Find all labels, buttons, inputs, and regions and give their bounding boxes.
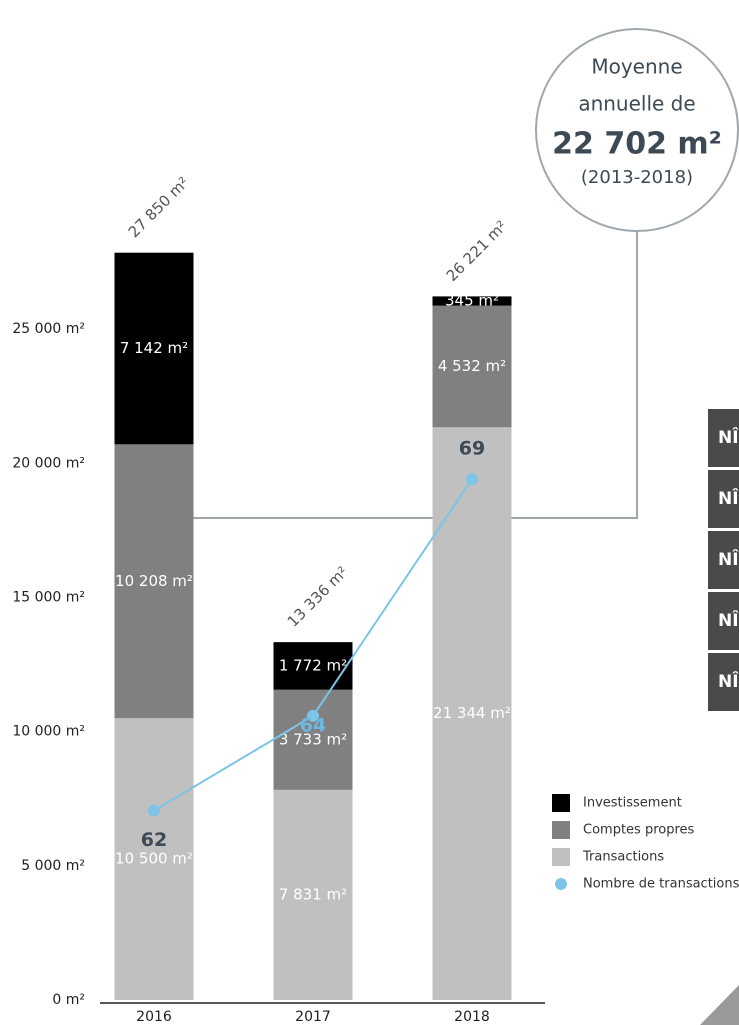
segment-label: 4 532 m² — [438, 357, 506, 375]
side-box — [708, 531, 739, 589]
average-connector — [115, 231, 638, 519]
line-point — [466, 473, 478, 486]
legend-swatch — [555, 878, 567, 890]
total-label: 27 850 m² — [125, 173, 193, 241]
bar-segment — [432, 296, 512, 306]
side-box — [708, 592, 739, 650]
segment-label: 21 344 m² — [433, 704, 511, 722]
average-period: (2013-2018) — [581, 167, 693, 188]
legend-swatch — [552, 848, 570, 866]
legend-swatch — [552, 794, 570, 812]
segment-label: 10 500 m² — [115, 850, 193, 868]
side-box — [708, 470, 739, 528]
average-value: 22 702 m² — [552, 127, 722, 162]
legend-label: Investissement — [583, 796, 682, 811]
segment-label: 3 733 m² — [279, 730, 347, 748]
bar-segment — [114, 252, 194, 445]
legend-swatch — [552, 821, 570, 839]
bar-segment — [432, 305, 512, 428]
bar-segment — [432, 427, 512, 1000]
point-label: 69 — [459, 438, 485, 460]
y-tick-label: 0 m² — [52, 992, 85, 1008]
segment-label: 1 772 m² — [279, 656, 347, 674]
decor-wedge — [700, 985, 739, 1025]
point-label: 64 — [300, 714, 326, 736]
segment-label: 345 m² — [445, 292, 499, 310]
line-point — [148, 804, 160, 817]
bar-segment — [114, 718, 194, 1000]
side-box-label: NÎ — [718, 426, 739, 448]
y-tick-label: 15 000 m² — [12, 590, 85, 606]
side-box-label: NÎ — [718, 548, 739, 570]
segment-label: 7 831 m² — [279, 885, 347, 903]
x-tick-label: 2016 — [136, 1009, 172, 1025]
legend-label: Transactions — [582, 850, 664, 865]
legend-label: Comptes propres — [583, 823, 695, 838]
legend-label: Nombre de transactions — [583, 877, 739, 892]
y-tick-label: 20 000 m² — [12, 455, 85, 471]
total-label: 26 221 m² — [443, 217, 511, 285]
side-box-label: NÎ — [718, 487, 739, 509]
total-label: 13 336 m² — [284, 563, 352, 631]
average-line2: annuelle de — [578, 92, 695, 116]
x-tick-label: 2018 — [454, 1009, 490, 1025]
side-box-label: NÎ — [718, 609, 739, 631]
point-label: 62 — [141, 829, 167, 851]
side-box — [708, 409, 739, 467]
y-tick-label: 5 000 m² — [21, 858, 85, 874]
average-line1: Moyenne — [591, 55, 682, 79]
bar-segment — [273, 642, 353, 690]
y-tick-label: 10 000 m² — [12, 724, 85, 740]
bar-segment — [114, 444, 194, 719]
bar-segment — [273, 789, 353, 1000]
segment-label: 7 142 m² — [120, 339, 188, 357]
side-box-label: NÎ — [718, 670, 739, 692]
segment-label: 10 208 m² — [115, 572, 193, 590]
y-tick-label: 25 000 m² — [12, 321, 85, 337]
side-box — [708, 653, 739, 711]
x-tick-label: 2017 — [295, 1009, 331, 1025]
line-point — [307, 709, 319, 722]
average-circle — [535, 28, 739, 232]
bar-segment — [273, 689, 353, 790]
